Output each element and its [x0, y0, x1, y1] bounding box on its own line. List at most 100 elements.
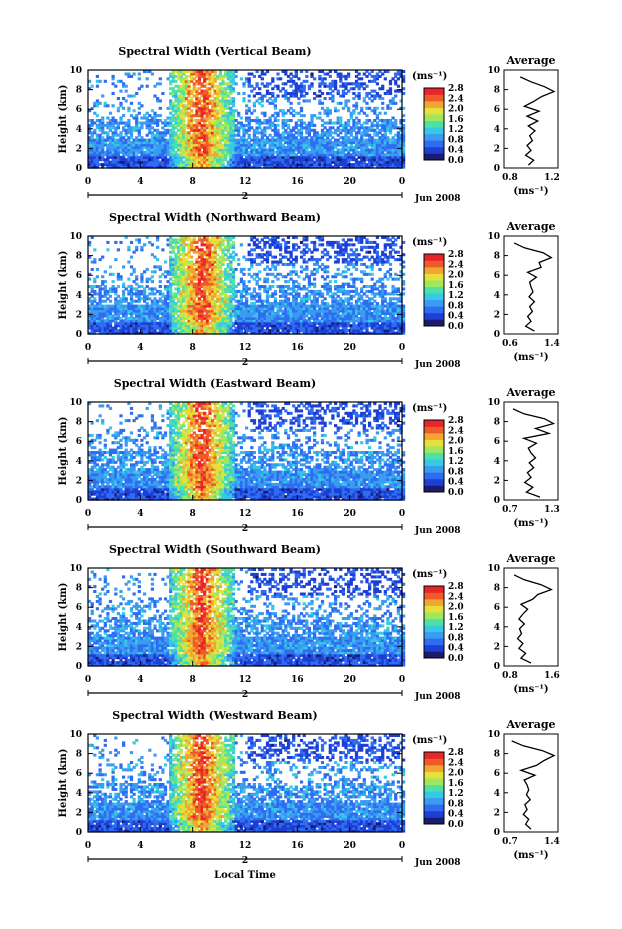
- heatmap-cell: [93, 104, 97, 108]
- heatmap-cell: [211, 311, 215, 315]
- heatmap-cell: [250, 143, 254, 147]
- heatmap-cell: [394, 165, 398, 169]
- heatmap-cell: [213, 89, 217, 93]
- heatmap-cell: [315, 153, 319, 157]
- heatmap-cell: [174, 292, 178, 296]
- heatmap-cell: [200, 326, 204, 330]
- heatmap-cell: [226, 114, 230, 118]
- heatmap-cell: [216, 267, 220, 271]
- heatmap-cell: [205, 302, 210, 306]
- y-tick-label: 2: [76, 144, 82, 154]
- heatmap-cell: [302, 84, 306, 88]
- heatmap-cell: [378, 131, 382, 135]
- heatmap-cell: [106, 116, 110, 120]
- heatmap-cell: [354, 84, 359, 88]
- heatmap-cell: [95, 150, 100, 154]
- heatmap-cell: [211, 262, 215, 266]
- heatmap-cell: [360, 155, 364, 159]
- heatmap-cell: [90, 299, 94, 303]
- heatmap-cell: [226, 321, 230, 325]
- heatmap-cell: [258, 165, 262, 169]
- heatmap-cell: [205, 294, 210, 298]
- heatmap-cell: [182, 160, 186, 164]
- heatmap-cell: [187, 70, 191, 74]
- heatmap-cell: [388, 119, 393, 123]
- heatmap-cell: [127, 331, 131, 335]
- heatmap-cell: [143, 138, 147, 142]
- heatmap-cell: [200, 104, 204, 108]
- heatmap-cell: [177, 101, 181, 105]
- heatmap-cell: [114, 289, 118, 293]
- heatmap-cell: [289, 148, 293, 152]
- heatmap-cell: [161, 304, 165, 308]
- heatmap-cell: [226, 145, 230, 149]
- heatmap-cell: [344, 145, 348, 149]
- heatmap-cell: [250, 326, 254, 330]
- heatmap-cell: [284, 128, 288, 132]
- heatmap-cell: [226, 138, 230, 142]
- heatmap-cell: [200, 72, 204, 76]
- heatmap-cell: [195, 304, 199, 308]
- heatmap-cell: [265, 319, 270, 323]
- heatmap-cell: [158, 289, 162, 293]
- heatmap-cell: [213, 77, 217, 81]
- heatmap-cell: [221, 148, 225, 152]
- heatmap-cell: [171, 267, 175, 271]
- heatmap-cell: [88, 123, 92, 127]
- heatmap-cell: [315, 116, 319, 120]
- heatmap-cell: [279, 258, 283, 262]
- heatmap-cell: [150, 150, 155, 154]
- heatmap-cell: [150, 292, 155, 296]
- heatmap-cell: [255, 163, 259, 167]
- heatmap-cell: [205, 289, 210, 293]
- heatmap-cell: [106, 123, 110, 127]
- heatmap-cell: [132, 304, 136, 308]
- heatmap-cell: [119, 326, 123, 330]
- heatmap-cell: [187, 155, 191, 159]
- heatmap-cell: [101, 143, 105, 147]
- heatmap-cell: [252, 258, 257, 262]
- heatmap-cell: [205, 99, 210, 103]
- heatmap-cell: [297, 163, 301, 167]
- heatmap-cell: [90, 138, 94, 142]
- heatmap-cell: [320, 143, 325, 147]
- heatmap-cell: [208, 74, 212, 78]
- heatmap-cell: [200, 106, 204, 110]
- heatmap-cell: [231, 101, 236, 105]
- heatmap-cell: [114, 128, 118, 132]
- heatmap-cell: [163, 260, 168, 264]
- heatmap-cell: [320, 141, 325, 145]
- heatmap-cell: [263, 133, 267, 137]
- heatmap-cell: [192, 155, 196, 159]
- heatmap-cell: [357, 94, 361, 98]
- heatmap-cell: [229, 153, 233, 157]
- heatmap-cell: [268, 138, 272, 142]
- heatmap-cell: [326, 150, 330, 154]
- heatmap-cell: [276, 153, 280, 157]
- heatmap-cell: [192, 160, 196, 164]
- heatmap-cell: [352, 150, 356, 154]
- heatmap-cell: [101, 123, 105, 127]
- panel-2: Spectral Width (Northward Beam)0246810He…: [58, 211, 560, 370]
- heatmap-cell: [135, 282, 139, 286]
- heatmap-cell: [135, 331, 139, 335]
- heatmap-cell: [247, 316, 251, 320]
- heatmap-cell: [231, 307, 236, 311]
- heatmap-cell: [255, 150, 259, 154]
- heatmap-cell: [226, 275, 230, 279]
- heatmap-cell: [229, 131, 233, 135]
- average-x-label: (ms⁻¹): [513, 186, 548, 197]
- heatmap-cell: [231, 89, 236, 93]
- heatmap-cell: [320, 136, 325, 140]
- heatmap-cell: [229, 297, 233, 301]
- heatmap-cell: [258, 126, 262, 130]
- heatmap-cell: [226, 119, 230, 123]
- heatmap-cell: [294, 94, 298, 98]
- heatmap-cell: [177, 299, 181, 303]
- heatmap-cell: [263, 165, 267, 169]
- heatmap-cell: [200, 145, 204, 149]
- heatmap-cell: [184, 138, 189, 142]
- heatmap-cell: [111, 123, 115, 127]
- heatmap-cell: [224, 287, 228, 291]
- heatmap-cell: [224, 248, 228, 252]
